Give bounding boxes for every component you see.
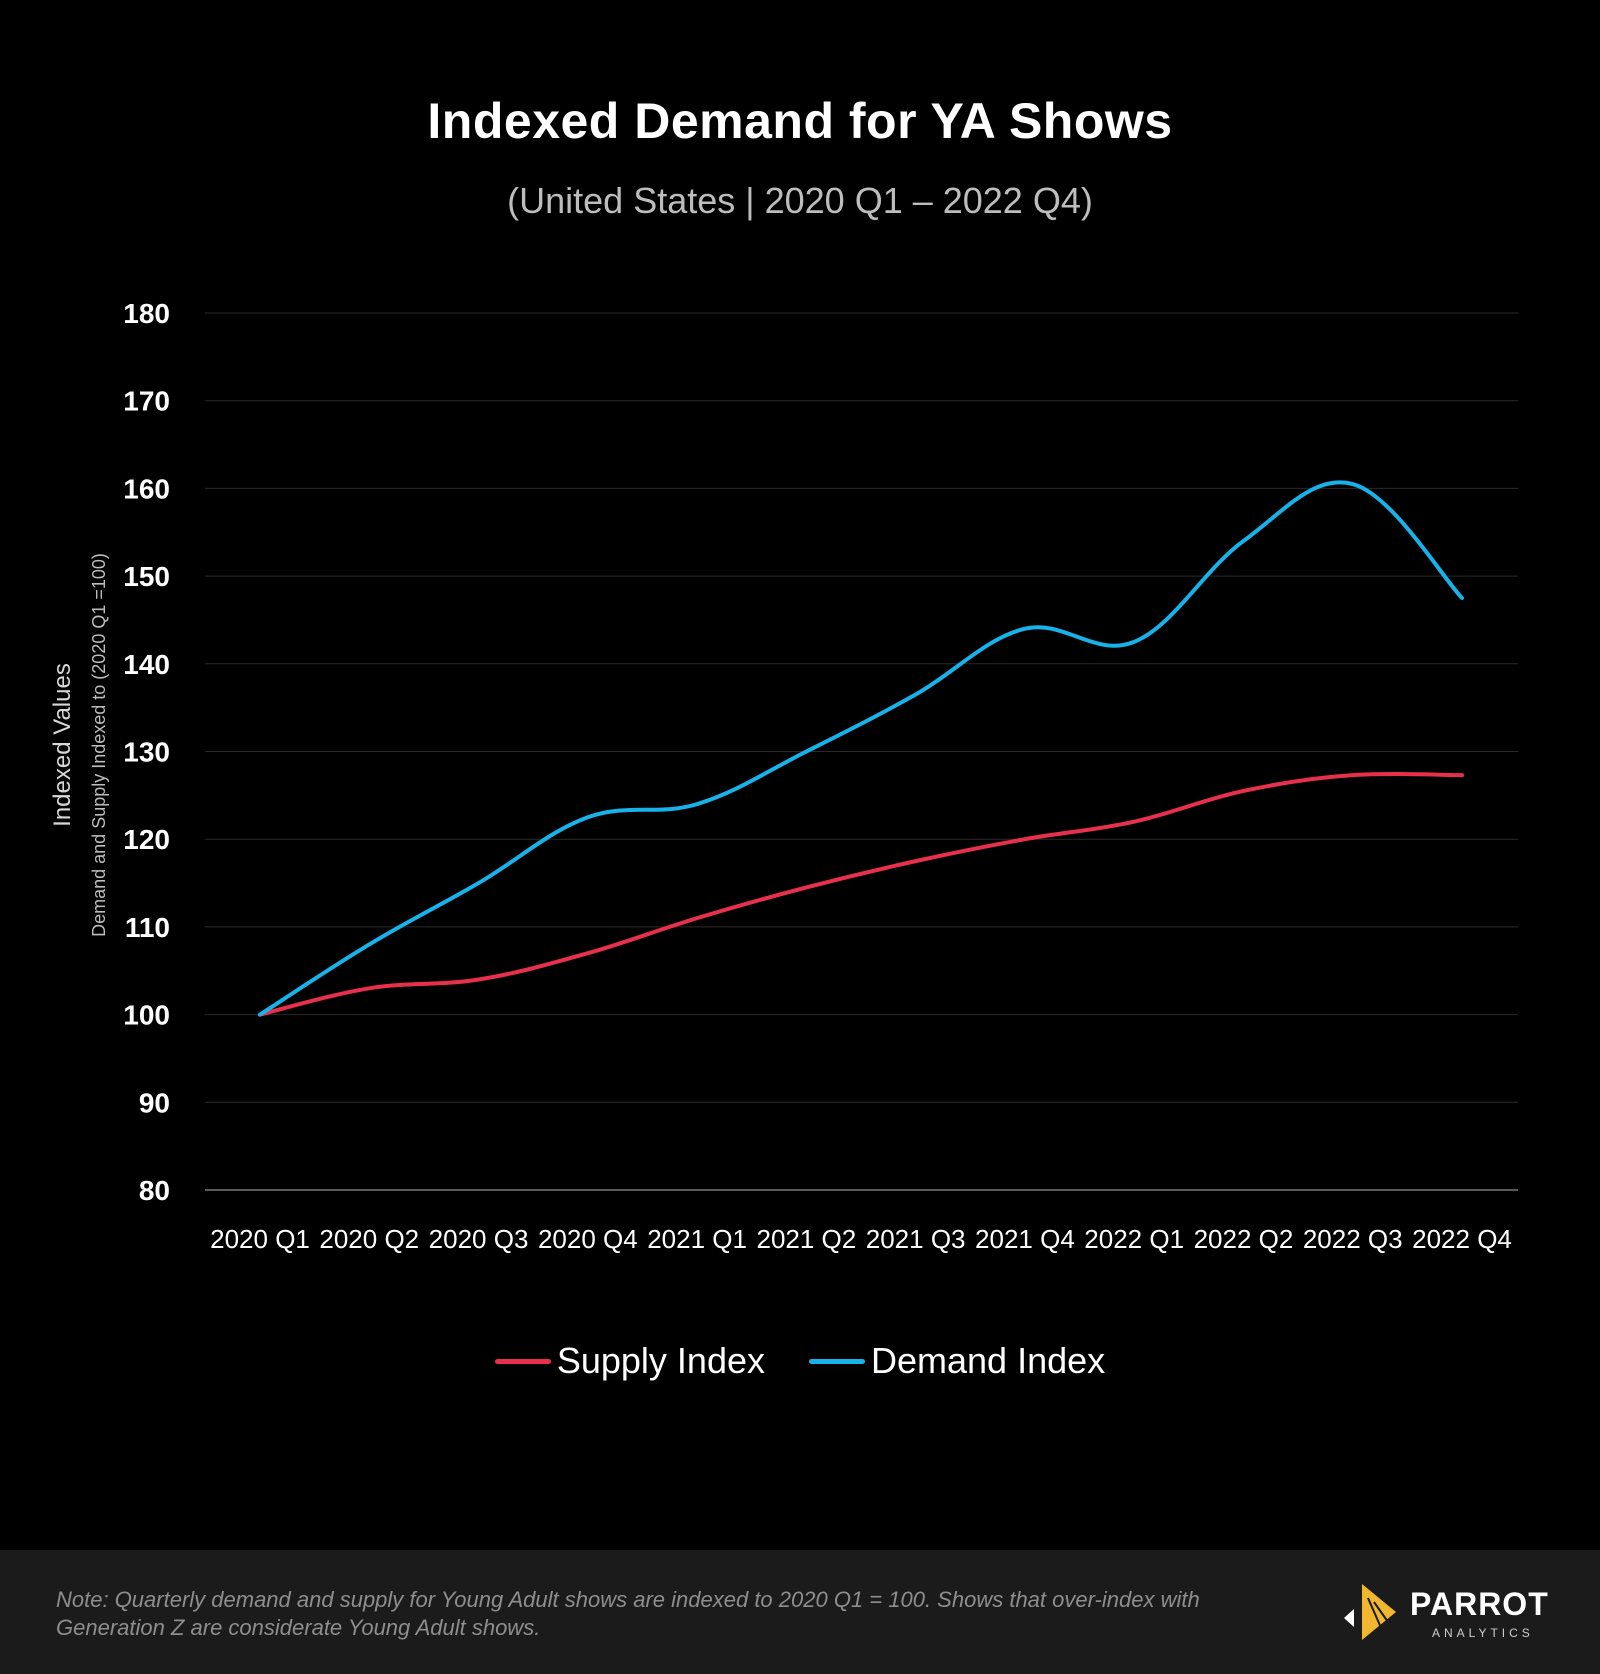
x-tick-label: 2021 Q1 [647, 1224, 747, 1254]
y-tick-label: 110 [125, 912, 170, 943]
x-tick-label: 2020 Q3 [429, 1224, 529, 1254]
footer: Note: Quarterly demand and supply for Yo… [0, 1550, 1600, 1674]
legend-swatch-demand [809, 1358, 865, 1364]
line-chart: 80 90 100 110 120 130 140 150 160 170 180 2020 Q1 2… [49, 298, 1518, 1254]
x-tick-label: 2022 Q3 [1303, 1224, 1403, 1254]
legend-item-demand: Demand Index [809, 1340, 1105, 1382]
x-tick-label: 2020 Q4 [538, 1224, 638, 1254]
parrot-logo-icon [1344, 1584, 1396, 1640]
logo-subtitle: ANALYTICS [1432, 1626, 1534, 1640]
footnote: Note: Quarterly demand and supply for Yo… [56, 1587, 1200, 1640]
legend-label-demand: Demand Index [871, 1340, 1106, 1381]
chart-subtitle: (United States | 2020 Q1 – 2022 Q4) [507, 180, 1093, 221]
y-tick-label: 160 [123, 473, 170, 504]
logo-name: PARROT [1410, 1586, 1549, 1622]
y-axis-sublabel: Demand and Supply Indexed to (2020 Q1 =1… [89, 553, 109, 937]
y-tick-label: 90 [139, 1087, 170, 1118]
series-line-demand-index [258, 480, 1464, 1017]
y-tick-label: 120 [123, 824, 170, 855]
x-tick-label: 2020 Q1 [210, 1224, 310, 1254]
legend-item-supply: Supply Index [494, 1340, 765, 1382]
y-tick-label: 150 [123, 561, 170, 592]
y-tick-label: 140 [123, 649, 170, 680]
parrot-analytics-logo: PARROT ANALYTICS [1340, 1578, 1550, 1648]
x-tick-label: 2021 Q4 [975, 1224, 1075, 1254]
legend-label-supply: Supply Index [556, 1340, 765, 1381]
x-tick-label: 2022 Q1 [1084, 1224, 1184, 1254]
y-tick-label: 100 [123, 1000, 170, 1031]
x-tick-label: 2022 Q4 [1412, 1224, 1512, 1254]
legend-swatch-supply [494, 1358, 551, 1364]
x-tick-label: 2021 Q3 [866, 1224, 966, 1254]
y-axis-label: Indexed Values [49, 663, 76, 827]
x-tick-label: 2022 Q2 [1194, 1224, 1294, 1254]
legend: Supply Index Demand Index [0, 1340, 1600, 1382]
y-tick-label: 130 [123, 737, 170, 768]
chart-title: Indexed Demand for YA Shows [427, 93, 1173, 149]
series-line-supply-index [258, 771, 1464, 1017]
x-tick-label: 2020 Q2 [319, 1224, 419, 1254]
x-tick-label: 2021 Q2 [756, 1224, 856, 1254]
y-tick-label: 80 [139, 1175, 170, 1206]
y-tick-label: 180 [123, 298, 170, 329]
y-tick-label: 170 [123, 386, 170, 417]
